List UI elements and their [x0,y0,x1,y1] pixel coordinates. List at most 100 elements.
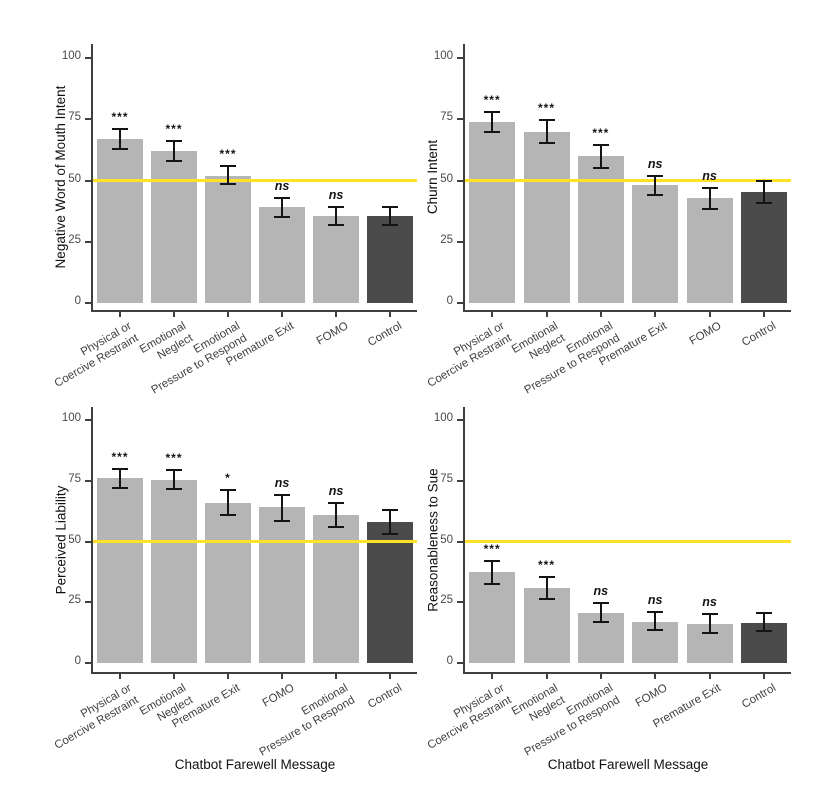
x-tick-mark [545,674,548,679]
bar [97,138,143,303]
significance-label: ns [593,584,609,599]
x-tick-mark [281,674,283,679]
significance-label: ns [328,483,344,498]
error-bar-cap-top [274,196,290,199]
error-bar-cap-bottom [166,488,182,491]
y-tick-label: 25 [68,594,81,607]
x-tick-mark [227,312,229,317]
error-bar-cap-top [755,612,772,615]
reference-line [465,179,791,182]
x-tick-label: Control [365,682,404,711]
error-bar-cap-bottom [112,147,128,150]
y-tick-mark [85,479,91,482]
significance-label: *** [165,122,183,137]
bar [205,175,251,303]
significance-label: ns [647,592,663,607]
error-bar-cap-top [328,206,344,209]
error-bar-cap-top [701,613,718,616]
error-bar-line [545,576,548,599]
error-bar-line [335,502,337,527]
bar [205,502,251,663]
x-axis-line [463,310,791,312]
bar [469,571,516,663]
error-bar-line [491,111,494,132]
error-bar-cap-top [112,128,128,131]
bar [259,207,305,303]
x-tick-label: Control [365,320,404,349]
y-tick-label: 0 [446,655,453,667]
y-tick-label: 100 [61,412,81,424]
bar [97,478,143,663]
x-tick-mark [708,312,711,317]
y-tick-mark [85,419,91,421]
x-tick-mark [599,674,602,679]
reference-line [465,540,791,543]
significance-label: *** [165,450,183,465]
significance-label: * [225,471,231,486]
y-tick-label: 0 [74,655,81,667]
y-tick-mark [457,118,463,121]
x-tick-label: FOMO [687,320,724,348]
x-tick-mark [227,674,229,679]
y-tick-mark [85,118,91,121]
x-tick-label: Control [739,682,778,711]
bar [367,216,413,303]
error-bar-cap-bottom [382,223,398,226]
significance-label: *** [219,146,237,161]
error-bar-line [119,129,121,149]
error-bar-cap-top [701,186,718,189]
y-tick-label: 0 [446,295,453,307]
y-tick-label: 25 [440,233,453,246]
x-tick-mark [389,674,391,679]
error-bar-cap-top [484,559,501,562]
error-bar-cap-bottom [755,201,772,204]
y-tick-label: 75 [440,472,453,485]
x-tick-label: Physical or Coercive Restraint [52,682,141,752]
x-axis-line [91,672,417,674]
error-bar-cap-top [538,575,555,578]
significance-label: *** [483,92,501,107]
error-bar-line [389,207,391,225]
x-tick-mark [389,312,391,317]
error-bar-cap-bottom [647,194,664,197]
y-tick-mark [85,179,91,182]
y-tick-label: 25 [68,233,81,246]
error-bar-line [227,490,229,515]
bar [523,131,570,303]
y-tick-label: 75 [68,111,81,124]
bar [151,151,197,303]
x-tick-label: Physical or Coercive Restraint [52,320,141,390]
x-tick-mark [173,312,175,317]
error-bar-cap-top [166,468,182,471]
x-tick-label: FOMO [633,682,670,710]
x-tick-mark [119,674,121,679]
error-bar-cap-bottom [592,620,609,623]
y-tick-mark [457,302,463,304]
y-tick-mark [85,57,91,59]
error-bar-line [708,187,711,209]
x-tick-mark [599,312,602,317]
error-bar-line [545,120,548,143]
error-bar-line [654,175,657,196]
significance-label: ns [702,595,717,610]
y-tick-mark [85,302,91,304]
y-tick-label: 50 [68,533,81,546]
y-tick-mark [85,662,91,664]
error-bar-cap-bottom [701,631,718,634]
x-axis-line [463,672,791,674]
error-bar-cap-bottom [328,223,344,226]
error-bar-line [173,469,175,490]
y-tick-mark [457,179,463,182]
error-bar-line [654,611,657,631]
y-axis-title: Reasonableness to Sue [425,467,440,612]
x-tick-mark [335,674,337,679]
error-bar-cap-bottom [382,533,398,536]
y-tick-label: 0 [74,295,81,307]
error-bar-cap-top [647,174,664,177]
y-tick-label: 75 [440,111,453,124]
error-bar-cap-bottom [484,583,501,586]
x-tick-mark [654,674,657,679]
error-bar-line [119,468,121,489]
significance-label: ns [647,156,663,171]
